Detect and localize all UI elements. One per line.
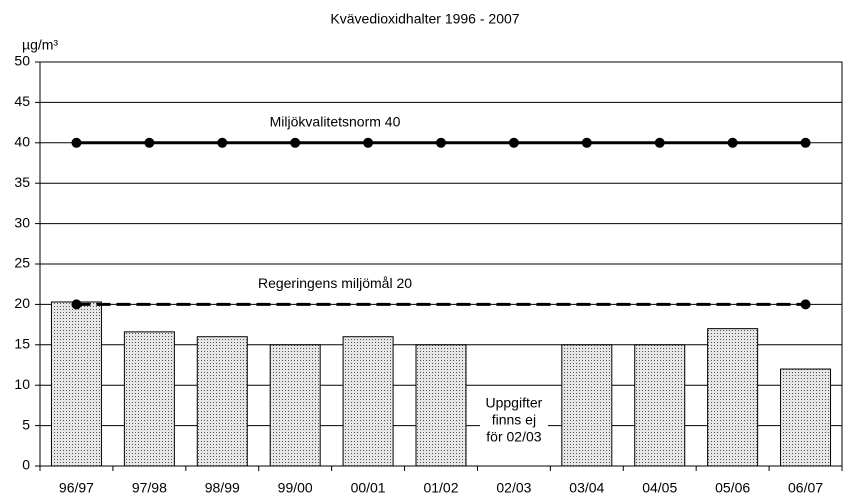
marker [363, 137, 374, 148]
y-tick-label: 25 [14, 255, 30, 271]
y-tick-label: 5 [22, 416, 30, 432]
bar [634, 344, 686, 467]
x-tick-label: 97/98 [132, 480, 167, 496]
x-tick-label: 02/03 [496, 480, 531, 496]
marker [581, 137, 592, 148]
line-label: Miljökvalitetsnorm 40 [270, 114, 401, 130]
bar [780, 368, 832, 467]
bar [123, 331, 175, 467]
chart-title: Kvävedioxidhalter 1996 - 2007 [330, 11, 519, 27]
bar [269, 344, 321, 467]
plot-border [39, 61, 843, 467]
x-tick-label: 99/00 [278, 480, 313, 496]
y-tick-label: 0 [22, 457, 30, 473]
marker [508, 137, 519, 148]
bar [415, 344, 467, 467]
x-tick-label: 06/07 [788, 480, 823, 496]
y-tick-label: 10 [14, 376, 30, 392]
y-tick-label: 30 [14, 214, 30, 230]
y-tick-label: 35 [14, 174, 30, 190]
x-tick-label: 03/04 [569, 480, 604, 496]
y-tick-label: 20 [14, 295, 30, 311]
marker [436, 137, 446, 148]
bar [50, 301, 102, 467]
marker [71, 137, 82, 148]
bar [196, 336, 248, 467]
bar [707, 328, 759, 467]
x-tick-label: 96/97 [59, 480, 94, 496]
marker [654, 137, 665, 148]
annotation: finns ej [492, 412, 536, 428]
marker [290, 137, 301, 148]
marker [800, 137, 811, 148]
x-tick-label: 01/02 [423, 480, 458, 496]
x-tick-label: 98/99 [205, 480, 240, 496]
marker [71, 299, 82, 310]
annotation: för 02/03 [486, 429, 541, 445]
y-tick-label: 15 [14, 336, 30, 352]
x-tick-label: 04/05 [642, 480, 677, 496]
annotation-bg [479, 392, 548, 448]
marker [727, 137, 738, 148]
y-tick-label: 50 [14, 53, 30, 69]
y-axis-label: µg/m³ [22, 37, 58, 53]
annotation: Uppgifter [486, 395, 543, 411]
line-label: Regeringens miljömål 20 [258, 275, 412, 291]
y-tick-label: 45 [14, 93, 30, 109]
marker [144, 137, 155, 148]
bar [561, 344, 613, 467]
marker [217, 137, 228, 148]
y-tick-label: 40 [14, 134, 30, 150]
x-tick-label: 05/06 [715, 480, 750, 496]
x-tick-label: 00/01 [351, 480, 386, 496]
bar [342, 336, 394, 467]
marker [800, 299, 811, 310]
